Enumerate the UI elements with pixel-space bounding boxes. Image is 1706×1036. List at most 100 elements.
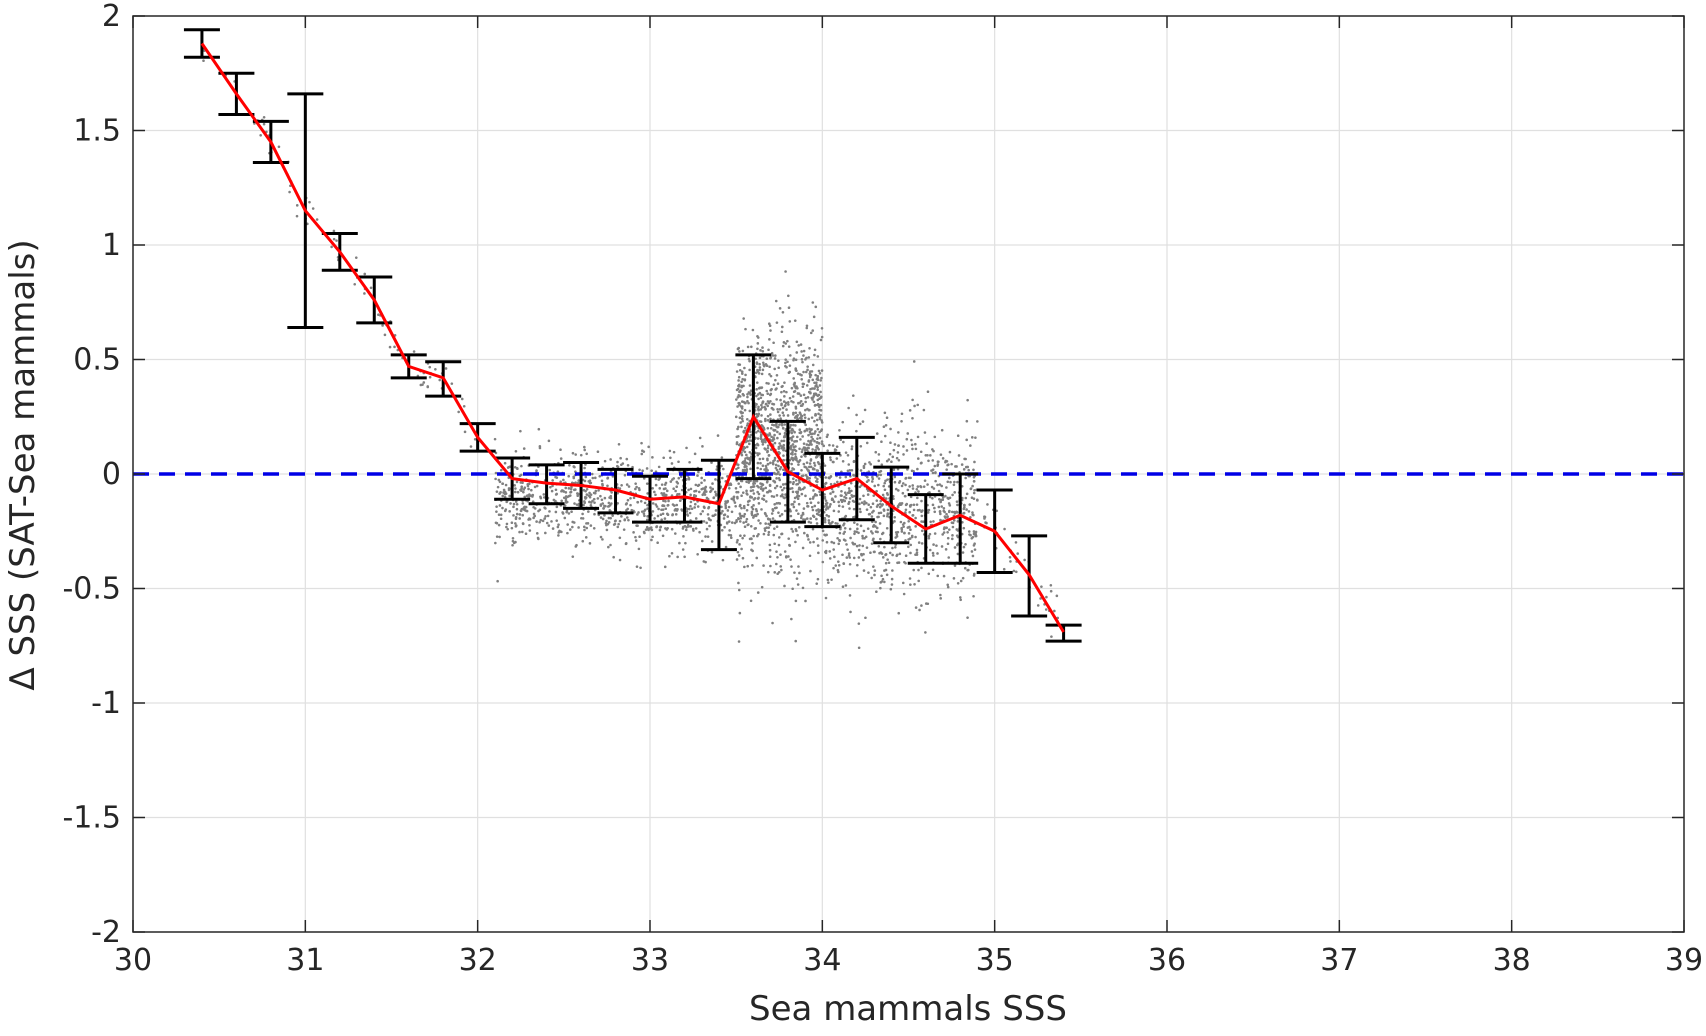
- scatter-point: [953, 564, 957, 567]
- scatter-point: [908, 504, 912, 507]
- scatter-point: [841, 553, 844, 557]
- scatter-point: [834, 564, 838, 567]
- scatter-point: [574, 481, 577, 485]
- scatter-point: [836, 480, 839, 484]
- scatter-point: [683, 555, 686, 559]
- scatter-point: [886, 508, 890, 512]
- scatter-point: [771, 517, 775, 520]
- scatter-point: [803, 413, 806, 417]
- scatter-point: [377, 313, 380, 316]
- scatter-point: [942, 509, 946, 513]
- scatter-point: [914, 516, 917, 520]
- scatter-point: [726, 499, 730, 503]
- scatter-point: [820, 335, 824, 339]
- scatter-point: [850, 489, 853, 493]
- scatter-point: [911, 484, 915, 487]
- scatter-point: [810, 443, 813, 446]
- scatter-point: [568, 494, 572, 497]
- scatter-point: [939, 597, 943, 600]
- scatter-point: [777, 543, 781, 547]
- scatter-point: [538, 520, 541, 524]
- scatter-point: [688, 511, 692, 515]
- scatter-point: [722, 517, 726, 520]
- scatter-point: [841, 585, 845, 589]
- scatter-point: [838, 538, 841, 542]
- scatter-point: [493, 437, 497, 441]
- scatter-point: [742, 317, 745, 320]
- scatter-point: [509, 502, 512, 505]
- scatter-point: [754, 371, 758, 375]
- scatter-point: [496, 579, 499, 583]
- scatter-point: [819, 413, 822, 417]
- scatter-point: [930, 469, 933, 472]
- scatter-point: [888, 551, 892, 555]
- scatter-point: [745, 467, 749, 471]
- scatter-point: [953, 491, 957, 494]
- scatter-point: [575, 543, 578, 547]
- scatter-point: [745, 424, 749, 427]
- scatter-point: [864, 616, 867, 620]
- scatter-point: [829, 522, 833, 525]
- x-tick-label: 33: [631, 943, 669, 978]
- scatter-point: [789, 509, 792, 513]
- scatter-point: [769, 329, 772, 332]
- scatter-point: [859, 510, 862, 514]
- scatter-point: [816, 385, 819, 389]
- scatter-point: [842, 562, 845, 565]
- scatter-point: [891, 455, 895, 459]
- scatter-point: [594, 489, 598, 493]
- scatter-point: [1014, 541, 1018, 544]
- scatter-point: [689, 525, 693, 528]
- scatter-point: [951, 525, 955, 529]
- scatter-point: [890, 583, 894, 586]
- scatter-point: [872, 537, 875, 541]
- scatter-point: [701, 493, 704, 497]
- scatter-point: [605, 519, 608, 523]
- scatter-point: [671, 478, 674, 481]
- scatter-point: [888, 452, 892, 456]
- scatter-point: [618, 487, 622, 490]
- scatter-point: [311, 207, 315, 210]
- scatter-point: [787, 555, 790, 558]
- scatter-point: [858, 544, 861, 547]
- scatter-point: [776, 407, 779, 411]
- scatter-point: [801, 546, 805, 550]
- scatter-point: [764, 486, 768, 490]
- y-tick-label: -1.5: [62, 801, 121, 836]
- scatter-point: [916, 508, 920, 512]
- scatter-point: [897, 489, 900, 492]
- scatter-point: [956, 480, 959, 484]
- scatter-point: [798, 571, 801, 575]
- scatter-point: [585, 452, 588, 456]
- scatter-point: [815, 423, 819, 427]
- scatter-point: [567, 474, 571, 478]
- scatter-point: [740, 414, 744, 418]
- scatter-point: [335, 239, 338, 242]
- scatter-point: [626, 507, 630, 511]
- scatter-point: [756, 452, 760, 455]
- scatter-point: [792, 468, 796, 471]
- scatter-point: [871, 502, 875, 506]
- scatter-point: [784, 270, 787, 273]
- scatter-point: [779, 565, 783, 568]
- scatter-point: [674, 513, 678, 516]
- scatter-point: [971, 511, 974, 514]
- scatter-point: [583, 466, 586, 470]
- scatter-point: [916, 467, 919, 471]
- scatter-point: [871, 531, 874, 535]
- scatter-point: [878, 522, 882, 525]
- scatter-point: [879, 511, 883, 515]
- scatter-point: [768, 372, 771, 376]
- x-tick-label: 34: [803, 943, 841, 978]
- scatter-point: [774, 472, 778, 476]
- scatter-point: [665, 512, 669, 516]
- scatter-point: [840, 500, 844, 504]
- scatter-point: [770, 406, 774, 410]
- scatter-point: [946, 542, 950, 546]
- scatter-point: [735, 442, 739, 446]
- scatter-point: [768, 523, 772, 527]
- scatter-point: [857, 622, 861, 625]
- scatter-point: [859, 524, 863, 528]
- scatter-point: [803, 446, 807, 450]
- scatter-point: [473, 437, 477, 441]
